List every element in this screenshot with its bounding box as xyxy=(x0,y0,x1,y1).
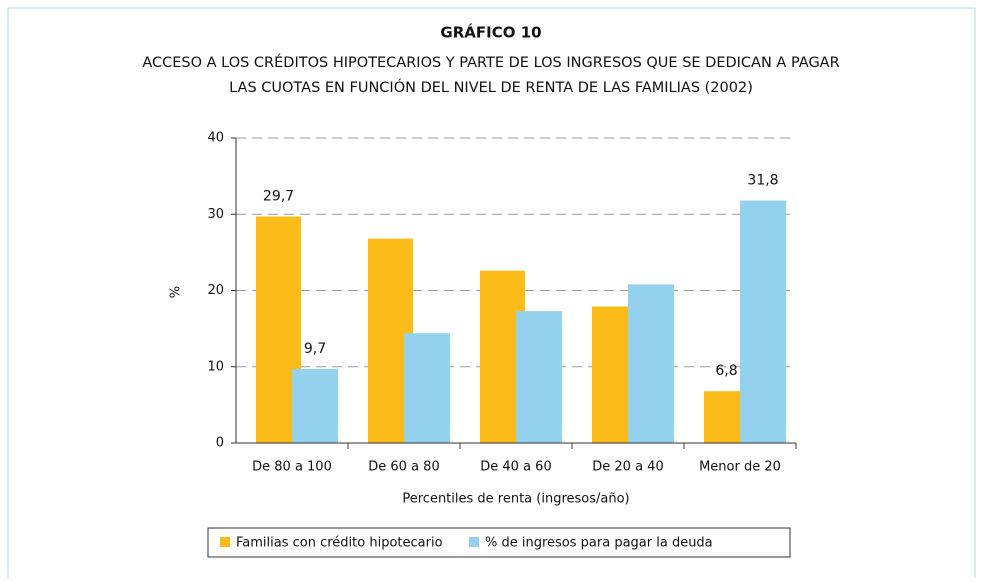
chart-subtitle: LAS CUOTAS EN FUNCIÓN DEL NIVEL DE RENTA… xyxy=(229,78,753,96)
value-label: 6,8 xyxy=(715,363,737,379)
bar xyxy=(292,369,338,443)
x-tick-label: De 80 a 100 xyxy=(252,460,332,475)
value-label: 9,7 xyxy=(304,341,326,357)
x-tick-label: De 20 a 40 xyxy=(592,460,663,475)
y-tick-label: 40 xyxy=(207,131,224,146)
y-axis-label: % xyxy=(169,286,184,298)
bar xyxy=(628,284,674,443)
y-tick-label: 30 xyxy=(207,207,224,222)
x-tick-label: De 40 a 60 xyxy=(480,460,551,475)
value-label: 29,7 xyxy=(263,189,294,205)
legend-label: Familias con crédito hipotecario xyxy=(236,536,443,551)
legend-box xyxy=(207,527,791,558)
legend-swatch xyxy=(220,537,230,547)
bar xyxy=(516,311,562,443)
x-axis-label: Percentiles de renta (ingresos/año) xyxy=(402,492,629,507)
value-label: 31,8 xyxy=(747,173,778,189)
chart-subtitle: ACCESO A LOS CRÉDITOS HIPOTECARIOS Y PAR… xyxy=(142,54,839,71)
y-tick-label: 20 xyxy=(207,283,224,298)
x-tick-label: Menor de 20 xyxy=(699,460,781,475)
y-tick-label: 0 xyxy=(216,436,224,451)
bar xyxy=(404,333,450,443)
legend-label: % de ingresos para pagar la deuda xyxy=(485,536,713,551)
x-tick-label: De 60 a 80 xyxy=(368,460,439,475)
chart-title: GRÁFICO 10 xyxy=(440,23,541,42)
bar xyxy=(740,200,786,443)
y-tick-label: 10 xyxy=(207,359,224,374)
legend-swatch xyxy=(469,537,479,547)
